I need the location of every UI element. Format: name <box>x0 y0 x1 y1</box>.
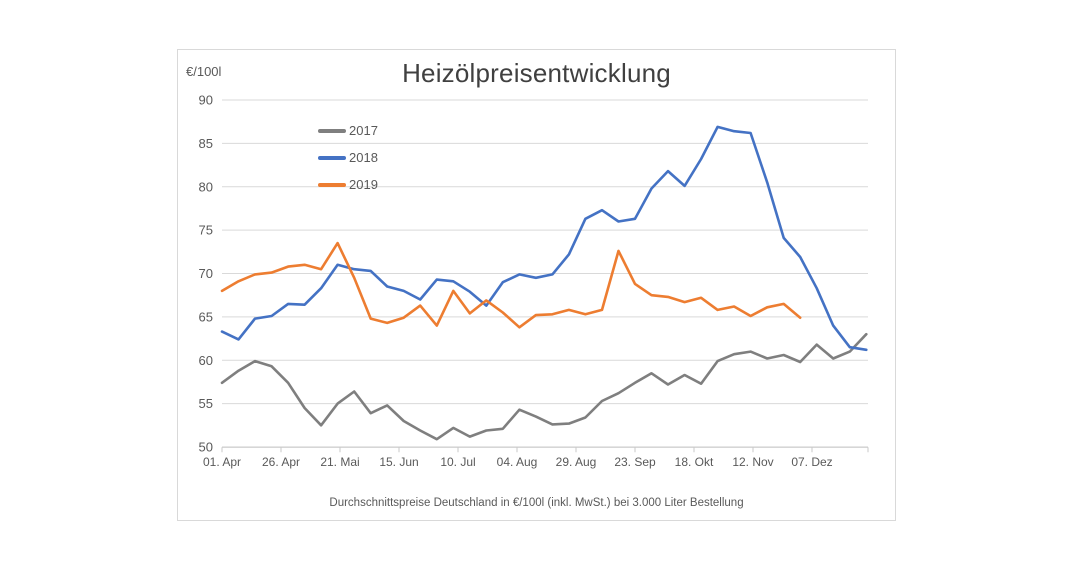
legend-item-2017: 2017 <box>318 117 378 144</box>
legend-label: 2019 <box>349 177 378 192</box>
legend-label: 2018 <box>349 150 378 165</box>
legend-label: 2017 <box>349 123 378 138</box>
chart-card[interactable] <box>177 49 896 521</box>
legend-swatch-2018 <box>318 155 346 160</box>
chart-caption: Durchschnittspreise Deutschland in €/100… <box>329 497 744 509</box>
legend-item-2018: 2018 <box>318 144 378 171</box>
legend-swatch-2019 <box>318 182 346 187</box>
legend-item-2019: 2019 <box>318 171 378 198</box>
chart-title: Heizölpreisentwicklung <box>402 58 671 88</box>
y-axis-unit-label: €/100l <box>186 64 222 79</box>
legend-swatch-2017 <box>318 128 346 133</box>
legend: 2017 2018 2019 <box>318 117 378 198</box>
